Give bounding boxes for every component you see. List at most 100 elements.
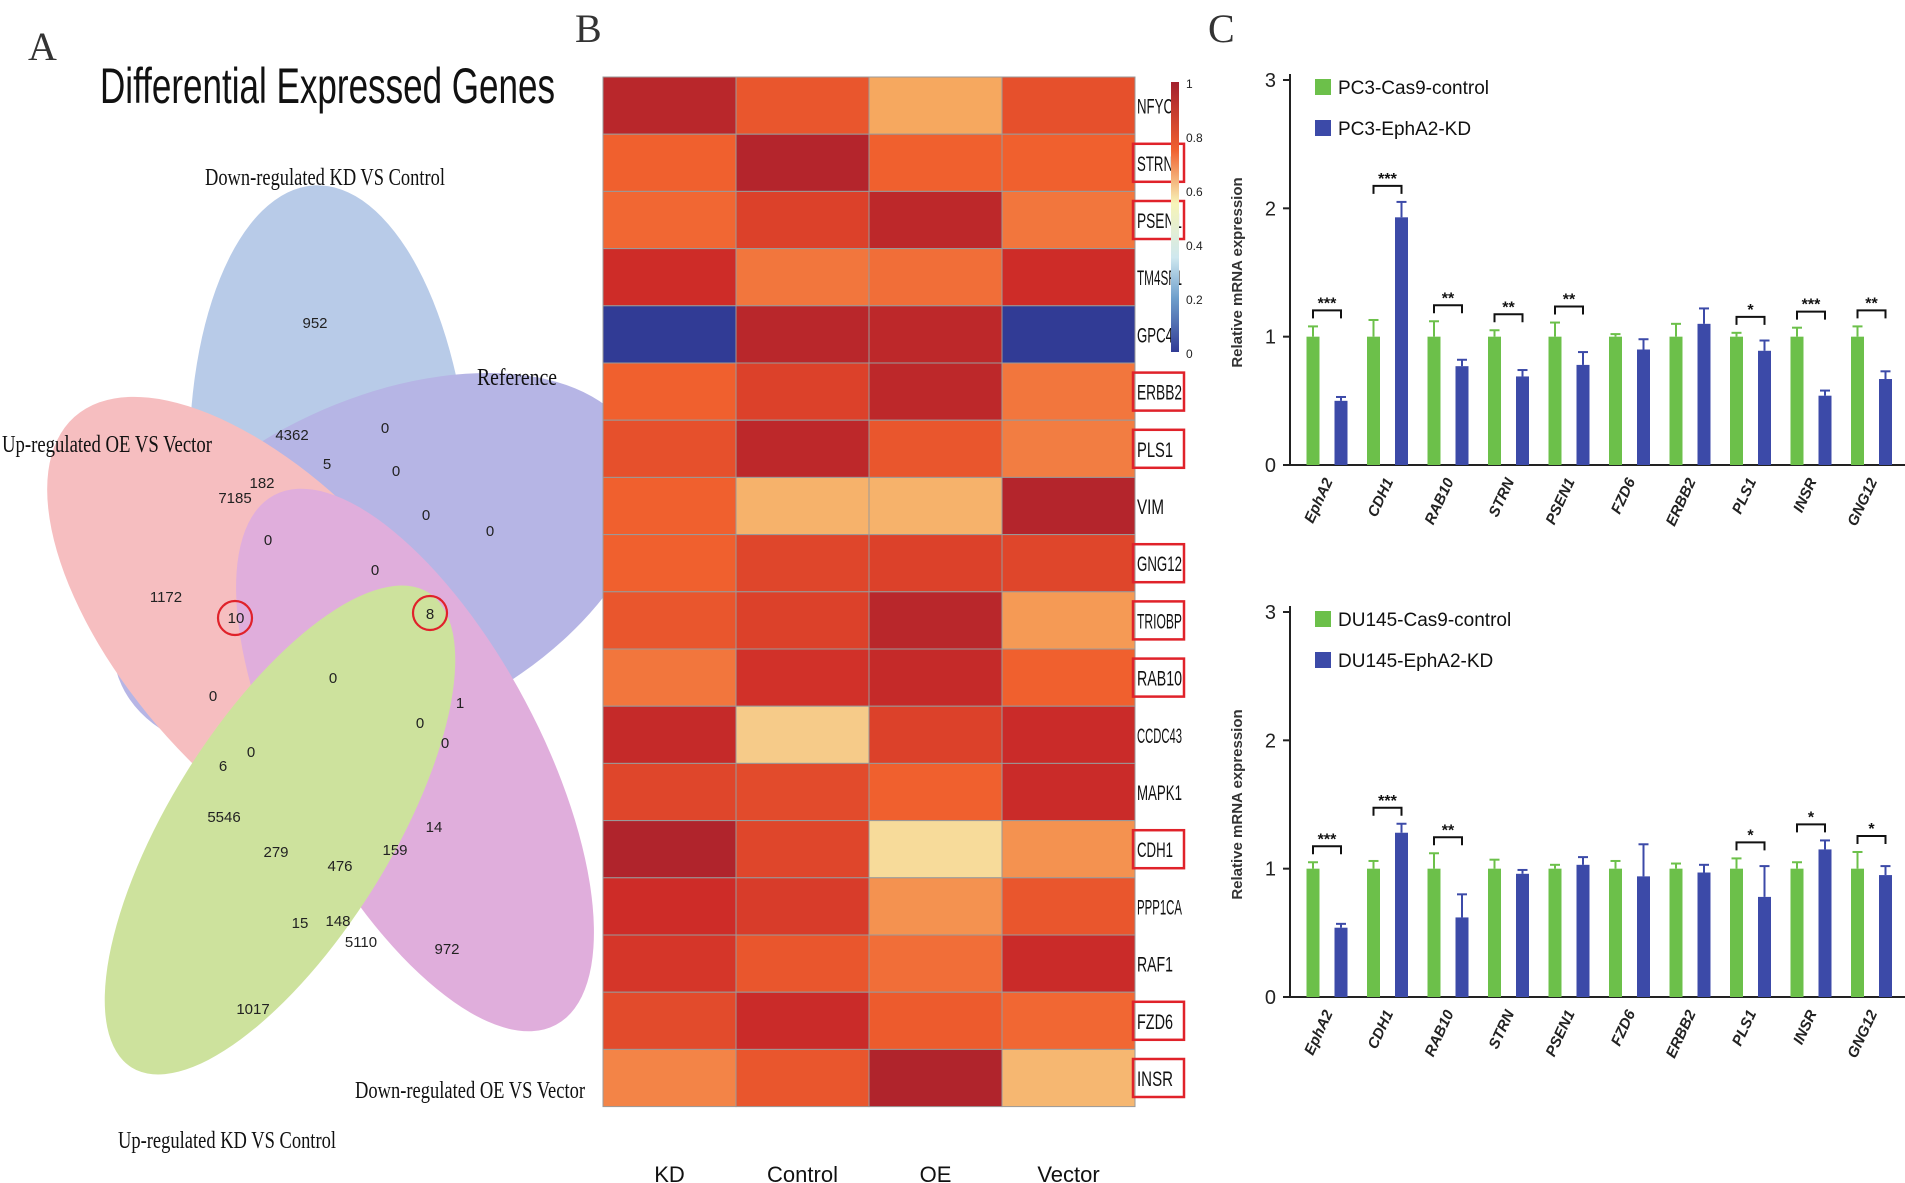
heatmap-row-label: FZD6 xyxy=(1131,1000,1186,1042)
bar xyxy=(1427,868,1441,997)
x-tick-label: GNG12 xyxy=(1844,475,1881,529)
x-tick-label: PLS1 xyxy=(1729,476,1760,517)
significance-label: *** xyxy=(1378,793,1397,810)
significance-bracket xyxy=(1433,836,1463,846)
x-tick-label: PSEN1 xyxy=(1542,1008,1578,1060)
legend-swatch xyxy=(1315,652,1331,668)
heatmap-cell xyxy=(735,1048,870,1108)
heatmap-cell xyxy=(1001,534,1136,593)
significance-label: * xyxy=(1747,302,1754,319)
gene-label: TRIOBP xyxy=(1137,610,1182,633)
venn-count: 5110 xyxy=(345,934,377,951)
venn-set-up-kd xyxy=(104,585,456,1075)
legend-label: PC3-EphA2-KD xyxy=(1338,119,1471,140)
gene-label: ERBB2 xyxy=(1137,382,1182,405)
bar xyxy=(1637,876,1650,997)
x-tick-label: STRN xyxy=(1485,474,1518,519)
heatmap-cell xyxy=(1001,591,1136,650)
bar xyxy=(1669,336,1683,465)
venn-count: 1 xyxy=(456,695,464,712)
heatmap-cell xyxy=(602,991,737,1050)
bar xyxy=(1548,868,1562,997)
heatmap-cell xyxy=(868,305,1003,364)
heatmap-cell xyxy=(1001,1048,1136,1108)
heatmap-cell xyxy=(735,705,870,764)
bar xyxy=(1455,917,1469,997)
bar xyxy=(1818,849,1832,997)
venn-count-circled: 10 xyxy=(228,610,245,627)
heatmap-cell xyxy=(602,76,737,135)
colorbar-tick: 0.2 xyxy=(1186,293,1203,307)
gene-label: MAPK1 xyxy=(1137,782,1182,805)
heatmap-cell xyxy=(602,419,737,478)
x-tick-label: GNG12 xyxy=(1844,1007,1881,1061)
heatmap-cell xyxy=(868,648,1003,707)
colorbar-tick: 0 xyxy=(1186,347,1193,361)
venn-label-up-kd: Up-regulated KD VS Control xyxy=(118,1128,336,1154)
heatmap-column-label: Vector xyxy=(1037,1162,1099,1183)
heatmap-cell xyxy=(735,476,870,536)
venn-count: 5 xyxy=(323,456,331,473)
colorbar-gradient xyxy=(1171,82,1179,352)
heatmap-cell xyxy=(1001,762,1136,822)
heatmap-cell xyxy=(735,248,870,307)
bar xyxy=(1730,336,1743,465)
heatmap-cell xyxy=(735,133,870,192)
heatmap-cell xyxy=(602,705,737,764)
venn-count: 5546 xyxy=(207,809,240,826)
venn-count: 0 xyxy=(486,523,494,540)
heatmap-gene-labels: NFYC STRN PSEN1 TM4SF1 GPC4 ERBB2 PLS1 VIM GNG12… xyxy=(1131,96,1186,1099)
venn-label-down-kd: Down-regulated KD VS Control xyxy=(205,165,445,191)
heatmap-cell xyxy=(868,419,1003,478)
heatmap-cell xyxy=(735,190,870,250)
heatmap-cell xyxy=(1001,133,1136,192)
heatmap-cell xyxy=(602,648,737,707)
heatmap-cell xyxy=(1001,820,1136,879)
venn-count: 0 xyxy=(422,507,430,524)
y-tick-label: 1 xyxy=(1265,859,1276,881)
venn-label-up-oe: Up-regulated OE VS Vector xyxy=(2,432,212,458)
heatmap-cell xyxy=(1001,705,1136,764)
y-tick-label: 3 xyxy=(1265,602,1276,624)
significance-bracket xyxy=(1735,315,1766,325)
y-tick-label: 0 xyxy=(1265,987,1276,1009)
venn-count: 7185 xyxy=(218,490,251,507)
gene-label: VIM xyxy=(1137,496,1164,519)
bar xyxy=(1879,379,1892,465)
heatmap-cell xyxy=(868,762,1003,822)
y-tick-label: 0 xyxy=(1265,455,1276,477)
highlight-box xyxy=(1131,1000,1186,1042)
venn-count: 148 xyxy=(325,913,350,930)
panel-c-letter: C xyxy=(1208,6,1235,51)
panel-b: B NFYC STRN PSEN1 TM4SF1 GPC4 ERBB2 PLS1 VIM GNG… xyxy=(575,6,1203,1183)
gene-label: FZD6 xyxy=(1137,1011,1173,1034)
gene-label: TM4SF1 xyxy=(1137,267,1182,290)
x-tick-label: RAB10 xyxy=(1421,475,1457,527)
venn-highlight-ring xyxy=(411,594,449,632)
heatmap-column-labels: KD Control OE Vector xyxy=(654,1162,1099,1183)
bar xyxy=(1851,336,1864,465)
venn-count: 0 xyxy=(247,744,255,761)
heatmap-cell xyxy=(1001,305,1136,364)
heatmap-colorbar: 1 0.8 0.6 0.4 0.2 0 xyxy=(1171,77,1203,361)
significance-bracket xyxy=(1735,841,1766,851)
y-axis-label: Relative mRNA expression xyxy=(1229,709,1246,899)
bar xyxy=(1609,336,1622,465)
heatmap-cell xyxy=(735,534,870,593)
bar xyxy=(1697,872,1711,997)
venn-count: 0 xyxy=(209,688,217,705)
heatmap-cell xyxy=(735,762,870,822)
heatmap-cell xyxy=(1001,362,1136,421)
significance-bracket xyxy=(1312,309,1342,319)
heatmap-cell xyxy=(602,476,737,536)
venn-count: 0 xyxy=(381,420,389,437)
bar xyxy=(1516,873,1529,997)
bar xyxy=(1758,350,1771,465)
bar xyxy=(1576,364,1590,465)
heatmap-cell xyxy=(1001,934,1136,993)
significance-label: *** xyxy=(1318,831,1337,848)
heatmap-cell xyxy=(868,591,1003,650)
heatmap-cell xyxy=(1001,419,1136,478)
heatmap-row-label: TRIOBP xyxy=(1131,600,1186,641)
